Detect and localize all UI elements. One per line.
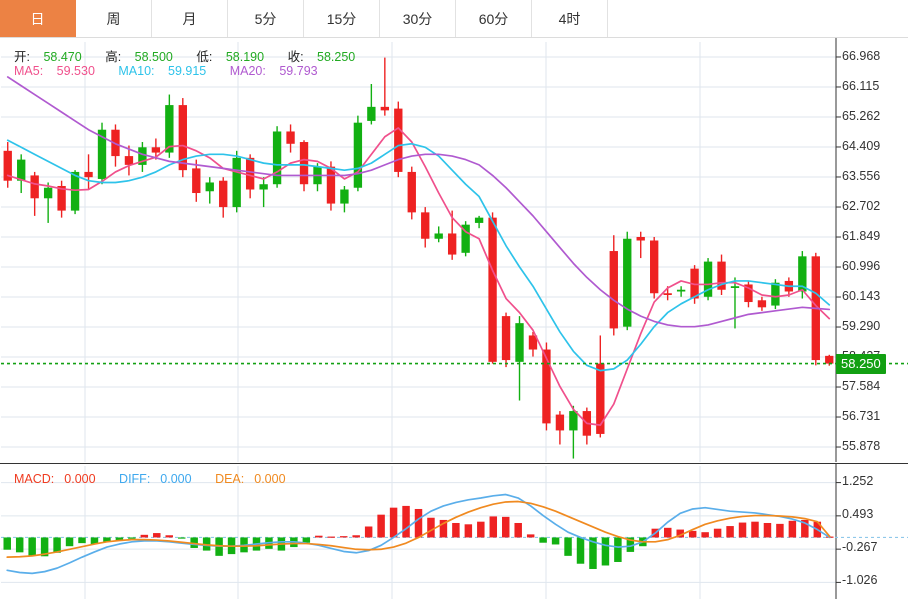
tab-60min[interactable]: 60分 [456, 0, 532, 37]
price-tick-label: 61.849 [842, 229, 881, 243]
timeframe-tabbar: 日 周 月 5分 15分 30分 60分 4时 [0, 0, 908, 38]
tab-30min[interactable]: 30分 [380, 0, 456, 37]
price-tick-label: 60.996 [842, 259, 881, 273]
price-tick-label: 65.262 [842, 109, 881, 123]
tab-label: 60分 [478, 10, 509, 27]
tab-label: 5分 [254, 10, 277, 27]
price-chart-svg [1, 38, 908, 462]
price-tick-label: 66.115 [842, 79, 880, 93]
macd-tick-label: 1.252 [842, 473, 874, 488]
price-chart-pane: 开: 58.470 高: 58.500 低: 58.190 收: 58.250 … [0, 38, 908, 463]
price-tick-label: 60.143 [842, 289, 881, 303]
macd-tick-label: -0.267 [842, 540, 878, 555]
price-tick-label: 55.878 [842, 439, 881, 453]
macd-tick-label: 0.493 [842, 506, 874, 521]
tab-5min[interactable]: 5分 [228, 0, 304, 37]
price-tick-label: 63.556 [842, 169, 881, 183]
tab-label: 15分 [326, 10, 357, 27]
tab-label: 周 [106, 10, 121, 27]
price-tick-label: 62.702 [842, 199, 881, 213]
tab-label: 月 [182, 10, 197, 27]
tab-day[interactable]: 日 [0, 0, 76, 37]
macd-chart-pane: MACD: 0.000 DIFF: 0.000 DEA: 0.000 [0, 463, 908, 600]
price-tick-label: 56.731 [842, 409, 881, 423]
tab-label: 4时 [558, 10, 581, 27]
price-tick-label: 66.968 [842, 49, 881, 63]
macd-chart-svg [1, 464, 908, 599]
tab-label: 30分 [402, 10, 433, 27]
macd-tick-label: -1.026 [842, 573, 878, 588]
tab-week[interactable]: 周 [76, 0, 152, 37]
tab-4hour[interactable]: 4时 [532, 0, 608, 37]
price-tick-label: 59.290 [842, 319, 881, 333]
current-price-badge: 58.250 [836, 353, 886, 374]
tab-15min[interactable]: 15分 [304, 0, 380, 37]
price-tick-label: 64.409 [842, 139, 881, 153]
tabbar-filler [608, 0, 908, 37]
tab-label: 日 [30, 10, 45, 27]
tab-month[interactable]: 月 [152, 0, 228, 37]
price-tick-label: 57.584 [842, 379, 881, 393]
